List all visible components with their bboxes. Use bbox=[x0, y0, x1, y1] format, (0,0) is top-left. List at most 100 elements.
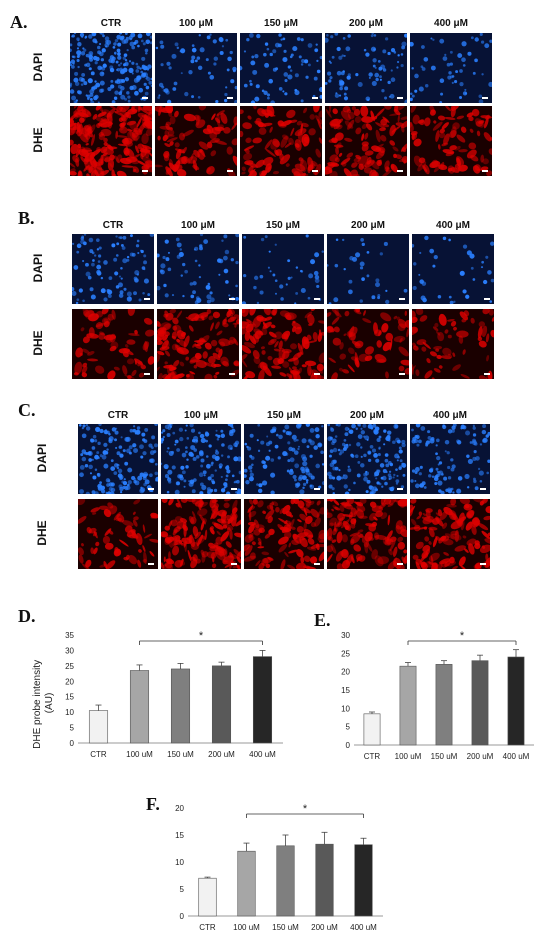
column-title: CTR bbox=[100, 18, 122, 29]
scale-bar bbox=[314, 373, 320, 375]
row-label: DAPI bbox=[31, 253, 45, 283]
column-title: 400 μM bbox=[433, 410, 467, 421]
dhe-image-tile bbox=[70, 106, 152, 176]
scale-bar bbox=[229, 298, 235, 300]
panel-label-c: C. bbox=[18, 400, 36, 420]
chart-d-ylabel: DHE probe intensity (AU) bbox=[6, 648, 86, 758]
scale-bar bbox=[142, 170, 148, 172]
scale-bar bbox=[314, 563, 320, 565]
dapi-image-tile bbox=[327, 234, 409, 304]
category-label: 150 uM bbox=[272, 923, 299, 932]
y-tick-label: 25 bbox=[341, 649, 350, 658]
y-tick-label: 5 bbox=[180, 885, 185, 894]
dhe-image-tile bbox=[161, 499, 241, 569]
significance-star: * bbox=[460, 630, 465, 642]
bar bbox=[399, 665, 417, 746]
chart-label-e: E. bbox=[314, 610, 331, 630]
dhe-image-tile bbox=[244, 499, 324, 569]
scale-bar bbox=[314, 488, 320, 490]
bar bbox=[507, 656, 525, 746]
category-label: 150 uM bbox=[167, 750, 194, 759]
column-title: CTR bbox=[102, 220, 124, 231]
y-tick-label: 10 bbox=[341, 704, 350, 713]
y-tick-label: 5 bbox=[346, 723, 351, 732]
y-tick-label: 10 bbox=[175, 858, 184, 867]
scale-bar bbox=[312, 97, 318, 99]
scale-bar bbox=[399, 298, 405, 300]
dapi-image-tile bbox=[240, 33, 322, 103]
y-tick-label: 35 bbox=[65, 631, 74, 640]
scale-bar bbox=[397, 563, 403, 565]
chart-d: 0 5 10 15 20 25 30 35 CTR 100 uM 150 uM 200 uM 400 u… bbox=[65, 630, 283, 759]
category-label: 200 uM bbox=[311, 923, 338, 932]
dhe-image-tile bbox=[327, 499, 407, 569]
chart-label-d: D. bbox=[18, 606, 36, 626]
y-tick-label: 15 bbox=[175, 831, 184, 840]
category-label: CTR bbox=[90, 750, 107, 759]
bar bbox=[354, 844, 373, 917]
column-title: 400 μM bbox=[434, 18, 468, 29]
y-tick-label: 20 bbox=[175, 804, 184, 813]
bar bbox=[471, 660, 489, 746]
dapi-image-tile bbox=[157, 234, 239, 304]
dhe-image-tile bbox=[72, 309, 154, 379]
bar bbox=[252, 656, 273, 744]
y-tick-label: 20 bbox=[341, 668, 350, 677]
y-tick-label: 25 bbox=[65, 662, 74, 671]
scale-bar bbox=[399, 373, 405, 375]
scale-bar bbox=[231, 488, 237, 490]
y-tick-label: 30 bbox=[65, 646, 74, 655]
column-title: 200 μM bbox=[351, 220, 385, 231]
bar bbox=[363, 713, 381, 746]
bar bbox=[198, 877, 217, 917]
scale-bar bbox=[484, 373, 490, 375]
column-title: 100 μM bbox=[184, 410, 218, 421]
chart-f: 0 5 10 15 20 CTR 100 uM 150 uM 200 uM 400 uM * bbox=[175, 803, 383, 932]
y-tick-label: 15 bbox=[341, 686, 350, 695]
scale-bar bbox=[480, 563, 486, 565]
category-label: 150 uM bbox=[431, 752, 458, 761]
dapi-image-tile bbox=[242, 234, 324, 304]
y-tick-label: 5 bbox=[70, 724, 75, 733]
dhe-image-tile bbox=[410, 499, 490, 569]
row-label: DHE bbox=[35, 520, 49, 546]
scale-bar bbox=[144, 298, 150, 300]
bar bbox=[129, 670, 150, 744]
dapi-image-tile bbox=[70, 33, 152, 103]
column-title: 100 μM bbox=[179, 18, 213, 29]
scale-bar bbox=[231, 563, 237, 565]
bar bbox=[211, 665, 232, 744]
y-tick-label: 15 bbox=[65, 693, 74, 702]
dapi-image-tile bbox=[327, 424, 407, 494]
dhe-image-tile bbox=[412, 309, 494, 379]
scale-bar bbox=[482, 97, 488, 99]
dhe-image-tile bbox=[327, 309, 409, 379]
category-label: 100 uM bbox=[395, 752, 422, 761]
column-title: CTR bbox=[107, 410, 129, 421]
dapi-image-tile bbox=[412, 234, 494, 304]
column-title: 200 μM bbox=[349, 18, 383, 29]
category-label: 400 uM bbox=[350, 923, 377, 932]
y-tick-label: 0 bbox=[180, 912, 185, 921]
chart-e: 0 5 10 15 20 25 30 CTR 100 uM 150 uM 200 uM 400 uM * bbox=[341, 630, 534, 761]
dhe-image-tile bbox=[155, 106, 237, 176]
y-tick-label: 0 bbox=[346, 741, 351, 750]
scale-bar bbox=[397, 97, 403, 99]
scale-bar bbox=[482, 170, 488, 172]
scale-bar bbox=[229, 373, 235, 375]
scale-bar bbox=[484, 298, 490, 300]
category-label: 200 uM bbox=[467, 752, 494, 761]
row-label: DHE bbox=[31, 127, 45, 153]
panel-label-b: B. bbox=[18, 208, 35, 228]
scale-bar bbox=[227, 170, 233, 172]
scale-bar bbox=[480, 488, 486, 490]
dapi-image-tile bbox=[244, 424, 324, 494]
row-label: DAPI bbox=[35, 443, 49, 473]
category-label: CTR bbox=[364, 752, 381, 761]
scale-bar bbox=[144, 373, 150, 375]
dapi-image-tile bbox=[161, 424, 241, 494]
row-label: DHE bbox=[31, 330, 45, 356]
dhe-image-tile bbox=[242, 309, 324, 379]
dapi-image-tile bbox=[78, 424, 158, 494]
dapi-image-tile bbox=[325, 33, 407, 103]
